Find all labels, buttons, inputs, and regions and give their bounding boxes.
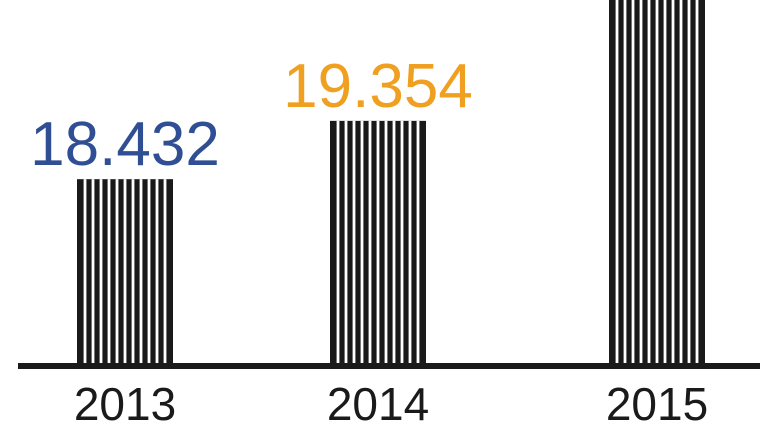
bar-stripe: [623, 0, 627, 367]
bar-stripe: [131, 179, 135, 366]
bar-stripe: [400, 120, 404, 366]
bar-stripe: [679, 0, 683, 367]
bar-stripe: [91, 179, 95, 366]
bar-stripe: [655, 0, 659, 367]
bar-2014: [330, 120, 426, 366]
bar-2013: [77, 179, 173, 366]
bar-stripe: [147, 179, 151, 366]
bar-stripe: [615, 0, 619, 367]
bar-stripe: [99, 179, 103, 366]
bar-stripe: [360, 120, 364, 366]
x-tick-label-2015: 2015: [606, 378, 708, 428]
bar-stripe: [163, 179, 167, 366]
bar-stripe: [83, 179, 87, 366]
bar-stripe: [639, 0, 643, 367]
bar-2015: [609, 0, 705, 367]
bar-stripe: [376, 120, 380, 366]
bar-stripe: [647, 0, 651, 367]
bar-stripe: [384, 120, 388, 366]
bar-stripe: [695, 0, 699, 367]
bar-stripe: [671, 0, 675, 367]
bar-stripe: [392, 120, 396, 366]
bar-stripe: [115, 179, 119, 366]
bar-stripe: [123, 179, 127, 366]
bar-stripe: [368, 120, 372, 366]
bar-stripe: [663, 0, 667, 367]
bar-stripe: [336, 120, 340, 366]
bar-stripe: [155, 179, 159, 366]
bars-layer: [77, 0, 705, 367]
bar-stripe: [344, 120, 348, 366]
bar-stripe: [139, 179, 143, 366]
x-tick-label-2013: 2013: [74, 378, 176, 428]
bar-stripe: [687, 0, 691, 367]
bar-stripe: [107, 179, 111, 366]
data-label-2013: 18.432: [30, 110, 220, 179]
x-tick-label-2014: 2014: [327, 378, 429, 428]
data-label-2014: 19.354: [283, 52, 473, 121]
bar-stripe: [416, 120, 420, 366]
bar-stripe: [352, 120, 356, 366]
bar-stripe: [408, 120, 412, 366]
bar-stripe: [631, 0, 635, 367]
